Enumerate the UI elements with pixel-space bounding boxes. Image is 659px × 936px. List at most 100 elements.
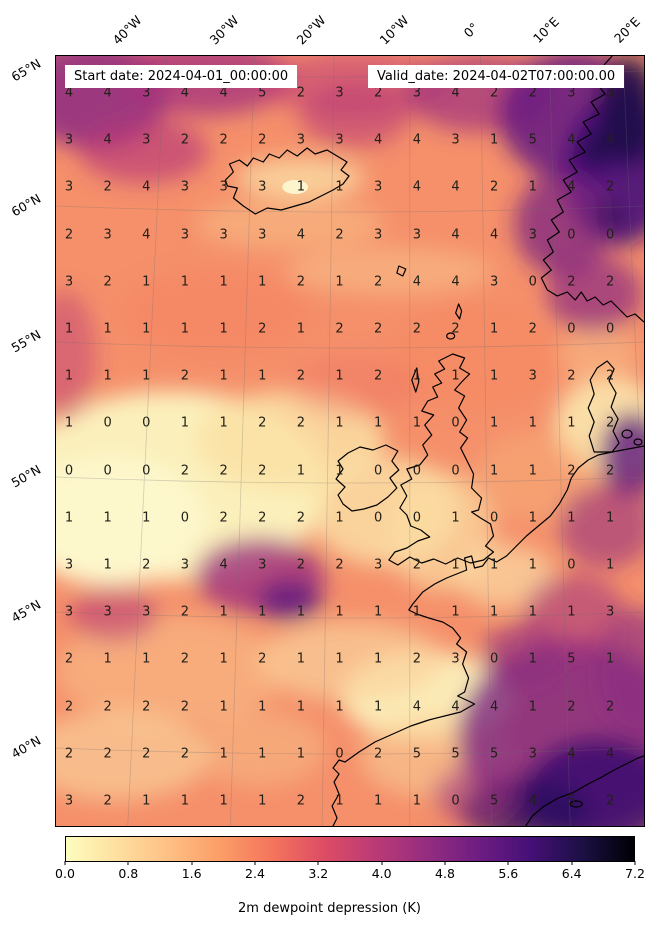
grid-value: 5 (490, 793, 499, 809)
grid-value: 2 (605, 699, 615, 715)
lat-tick-label: 60°N (8, 190, 44, 220)
grid-value: 2 (605, 179, 615, 195)
grid-value: 2 (180, 746, 190, 762)
grid-value: 0 (64, 463, 74, 479)
grid-value: 1 (142, 368, 151, 384)
grid-value: 1 (451, 510, 460, 526)
grid-value: 3 (528, 227, 537, 243)
graticule (56, 56, 644, 826)
grid-value: 1 (142, 274, 151, 290)
lon-tick-label: 10°E (530, 14, 562, 46)
grid-value: 3 (374, 557, 383, 573)
grid-value: 3 (605, 604, 615, 620)
grid-value: 3 (103, 227, 112, 243)
map-area: Start date: 2024-04-01_00:00:00 Valid_da… (55, 55, 645, 827)
grid-value: 1 (412, 368, 421, 384)
grid-value: 5 (567, 651, 576, 667)
grid-value: 4 (412, 699, 421, 715)
grid-value: 1 (296, 463, 306, 479)
grid-value: 0 (412, 510, 421, 526)
grid-value: 2 (374, 274, 383, 290)
grid-value: 1 (335, 463, 344, 479)
grid-value: 2 (103, 179, 112, 195)
grid-value: 2 (296, 274, 306, 290)
grid-value: 4 (451, 179, 460, 195)
grid-value: 1 (412, 604, 421, 620)
grid-value: 2 (103, 793, 112, 809)
lon-tick-label: 30°W (206, 12, 242, 48)
grid-value: 1 (567, 415, 576, 431)
grid-value: 2 (64, 699, 74, 715)
grid-value: 1 (528, 179, 537, 195)
grid-value: 2 (335, 227, 344, 243)
grid-value: 2 (412, 651, 421, 667)
grid-value: 3 (490, 274, 499, 290)
grid-value: 4 (451, 699, 460, 715)
grid-value: 1 (142, 651, 151, 667)
mediterranean-coastline (525, 755, 644, 826)
grid-value: 2 (64, 227, 74, 243)
grid-value: 1 (219, 746, 228, 762)
shetland-islands (455, 303, 463, 320)
colorbar-tick-mark (571, 861, 573, 865)
grid-value: 1 (219, 604, 228, 620)
colorbar-tick-label: 3.2 (308, 866, 329, 881)
grid-value: 1 (258, 368, 267, 384)
grid-value: 3 (64, 179, 74, 195)
grid-value: 0 (528, 274, 537, 290)
grid-value: 4 (490, 227, 499, 243)
grid-value: 4 (528, 793, 537, 809)
grid-value: 2 (142, 699, 151, 715)
grid-value: 1 (142, 510, 151, 526)
grid-value: 3 (142, 85, 151, 101)
grid-value: 1 (335, 415, 344, 431)
grid-value: 2 (490, 179, 499, 195)
grid-value: 1 (103, 510, 112, 526)
grid-value: 2 (567, 463, 576, 479)
grid-value: 3 (219, 179, 228, 195)
colorbar-tick-mark (254, 861, 256, 865)
grid-value: 4 (103, 132, 112, 148)
grid-value: 1 (335, 179, 344, 195)
grid-value: 1 (490, 463, 499, 479)
grid-value: 3 (64, 132, 74, 148)
grid-value: 1 (142, 321, 151, 337)
grid-value: 1 (335, 793, 344, 809)
colorbar-tick-mark (507, 861, 509, 865)
grid-value: 0 (451, 463, 460, 479)
lat-tick-label: 65°N (8, 55, 44, 85)
grid-value: 2 (142, 746, 151, 762)
grid-value: 5 (451, 746, 460, 762)
grid-value: 3 (451, 651, 460, 667)
colorbar-tick-label: 5.6 (498, 866, 519, 881)
grid-value: 2 (258, 415, 267, 431)
grid-value: 2 (103, 746, 112, 762)
grid-value: 0 (180, 510, 190, 526)
grid-value: 5 (567, 793, 576, 809)
grid-value: 3 (374, 227, 383, 243)
colorbar-tick-label: 4.0 (371, 866, 392, 881)
colorbar-label: 2m dewpoint depression (K) (238, 901, 421, 916)
grid-value: 1 (528, 699, 537, 715)
grid-value: 2 (64, 746, 74, 762)
grid-value: 2 (219, 132, 228, 148)
colorbar-tick-label: 0.0 (55, 866, 75, 881)
grid-value: 1 (374, 793, 383, 809)
grid-value: 3 (64, 274, 74, 290)
grid-value: 4 (567, 746, 576, 762)
grid-value: 2 (180, 651, 190, 667)
grid-value: 2 (296, 557, 306, 573)
grid-value: 3 (412, 85, 421, 101)
lat-tick-label: 40°N (8, 732, 44, 762)
orkney-islands (446, 332, 456, 340)
grid-value: 2 (296, 85, 306, 101)
grid-value: 1 (180, 415, 190, 431)
grid-value: 2 (335, 321, 344, 337)
grid-value: 2 (180, 463, 190, 479)
grid-value: 0 (490, 651, 499, 667)
grid-value: 5 (528, 132, 537, 148)
grid-value: 2 (142, 557, 151, 573)
grid-value: 1 (567, 604, 576, 620)
grid-value: 3 (64, 557, 74, 573)
lon-tick-label: 0° (460, 19, 482, 41)
